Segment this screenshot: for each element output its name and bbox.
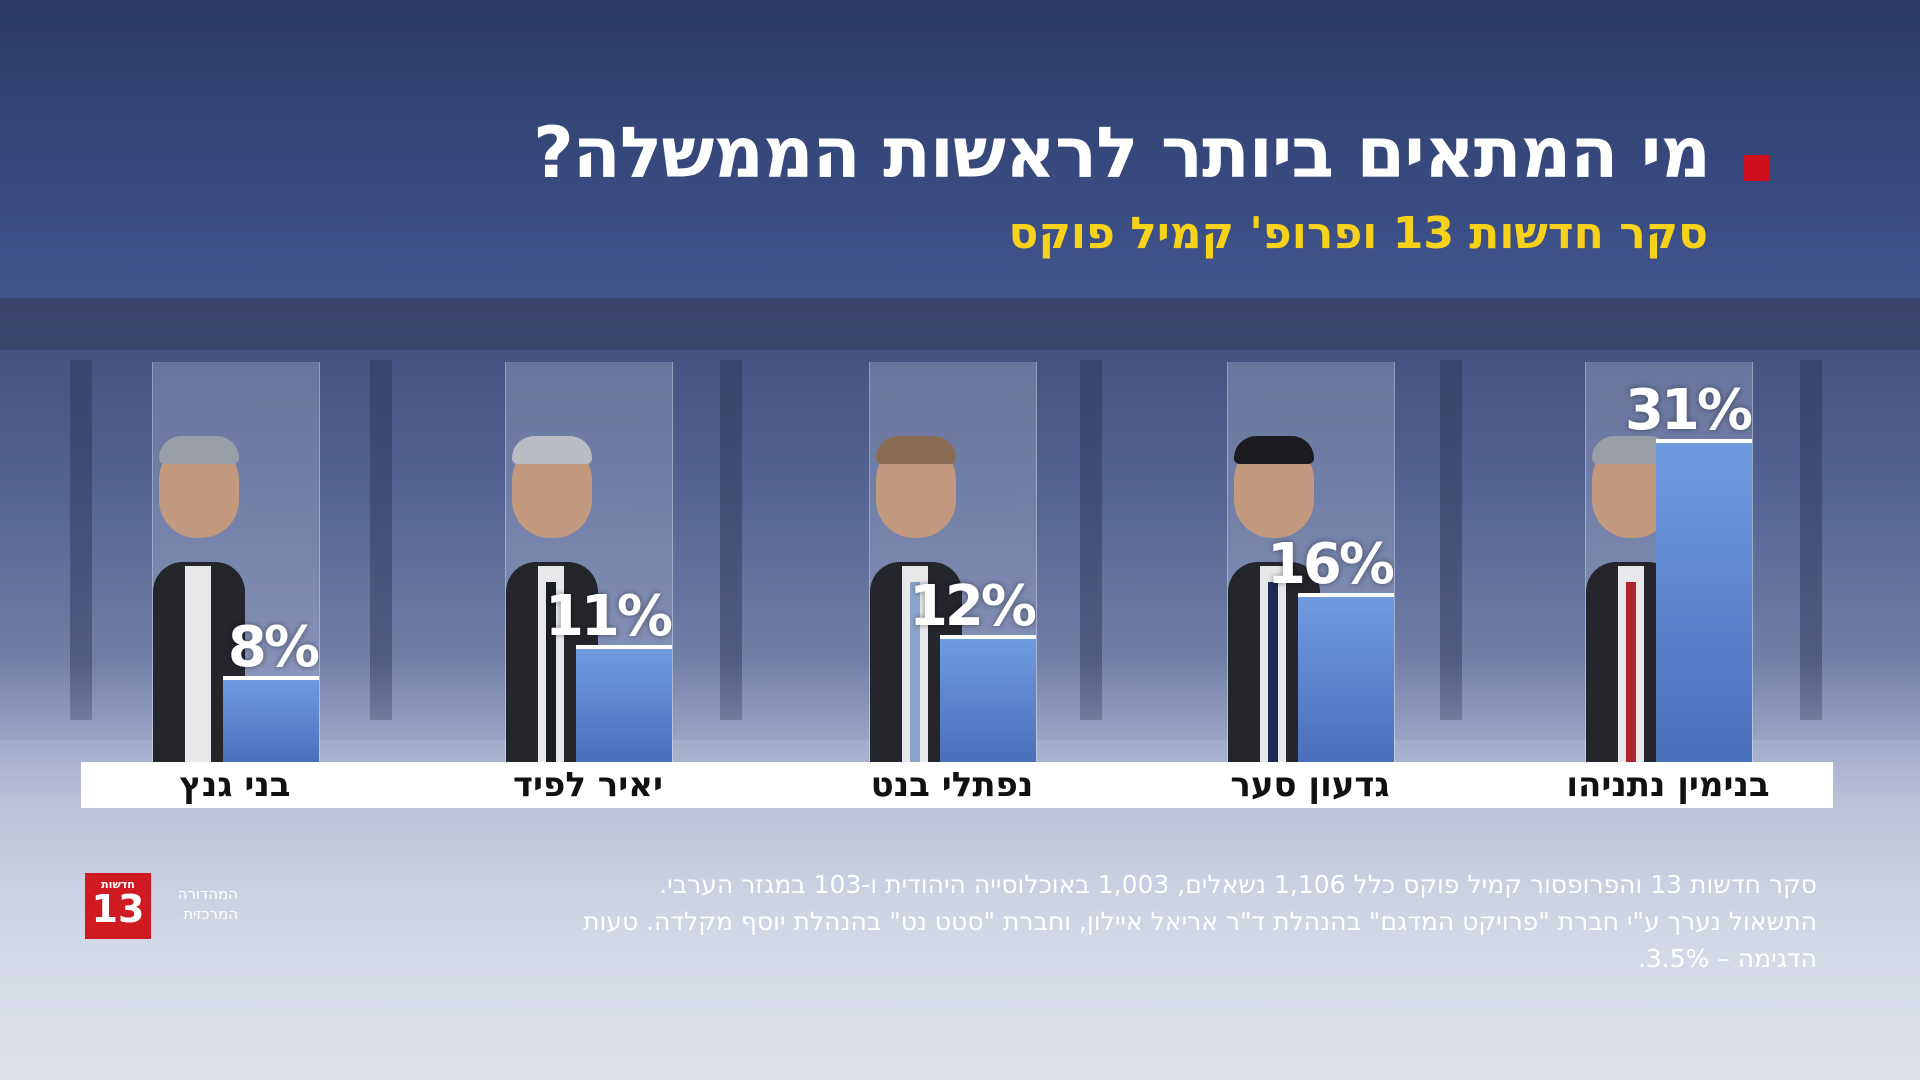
background-column [1080, 360, 1102, 720]
logo-side-line1: המהדורה [177, 885, 238, 903]
bar [223, 676, 319, 762]
candidate-name-label: נפתלי בנט [870, 765, 1034, 805]
portrait-hair [876, 436, 956, 464]
candidate-name-label: יאיר לפיד [512, 765, 663, 805]
candidate-name-label: גדעון סער [1230, 765, 1390, 805]
bar [1656, 439, 1752, 762]
background-column [1800, 360, 1822, 720]
portrait-hair [512, 436, 592, 464]
logo-side-text: המהדורה המרכזית [158, 884, 238, 924]
background-column [370, 360, 392, 720]
bar-value-label: 12% [908, 574, 1036, 639]
chart-title: מי המתאים ביותר לראשות הממשלה? [533, 112, 1711, 194]
bar-value-label: 31% [1624, 378, 1752, 443]
bar [576, 645, 672, 762]
bar-value-label: 16% [1266, 532, 1394, 597]
title-marker-icon [1744, 155, 1770, 181]
candidate-name-label: בנימין נתניהו [1566, 765, 1770, 805]
candidate-panel: 12% [869, 362, 1037, 762]
bar [940, 635, 1036, 762]
logo-top-text: חדשות [101, 878, 135, 891]
survey-footnote: סקר חדשות 13 והפרופסור קמיל פוקס כלל 1,1… [277, 866, 1817, 977]
logo-side-line2: המרכזית [183, 905, 238, 923]
footnote-line3: הדגימה – 3.5%. [1637, 944, 1817, 973]
candidate-name-label: בני גנץ [179, 765, 291, 805]
footnote-line1: סקר חדשות 13 והפרופסור קמיל פוקס כלל 1,1… [659, 870, 1817, 899]
portrait-tie [193, 582, 203, 762]
portrait-tie [1268, 582, 1278, 762]
bar-value-label: 11% [544, 584, 672, 649]
candidate-panel: 31% [1585, 362, 1753, 762]
candidate-panel: 16% [1227, 362, 1395, 762]
bar [1298, 593, 1394, 762]
background-roof [0, 298, 1920, 350]
person-portrait-icon [870, 362, 962, 762]
footnote-line2: התשאול נערך ע"י חברת "פרויקט המדגם" בהנה… [583, 907, 1817, 936]
candidate-panel: 8% [152, 362, 320, 762]
channel-13-logo: חדשות 13 [85, 873, 151, 939]
name-label-strip [81, 762, 1833, 808]
portrait-tie [546, 582, 556, 762]
chart-subtitle: סקר חדשות 13 ופרופ' קמיל פוקס [1008, 208, 1708, 259]
portrait-hair [159, 436, 239, 464]
candidate-panel: 11% [505, 362, 673, 762]
background-column [1440, 360, 1462, 720]
portrait-hair [1234, 436, 1314, 464]
bar-value-label: 8% [227, 615, 319, 680]
person-portrait-icon [506, 362, 598, 762]
portrait-tie [910, 582, 920, 762]
logo-number: 13 [91, 887, 145, 931]
background-column [70, 360, 92, 720]
portrait-tie [1626, 582, 1636, 762]
background-column [720, 360, 742, 720]
